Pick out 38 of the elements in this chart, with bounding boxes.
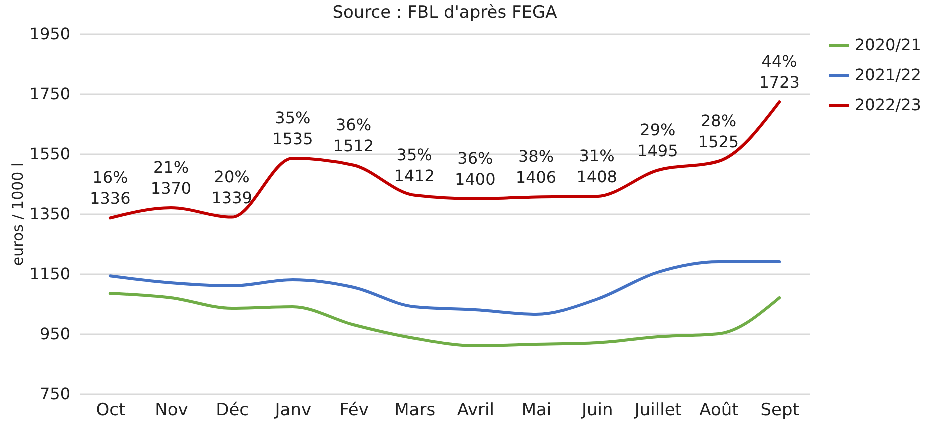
x-tick-label: Déc	[216, 400, 250, 420]
x-tick-label: Mars	[394, 400, 436, 420]
x-tick-label: Janv	[274, 400, 312, 420]
y-tick-label: 750	[40, 384, 70, 404]
line-series	[108, 292, 782, 348]
data-label: 36% 1512	[333, 115, 374, 156]
data-label: 36% 1400	[455, 149, 496, 189]
data-label: 29% 1495	[638, 120, 678, 160]
legend-label: 2020/21	[855, 36, 922, 54]
data-label: 20% 1339	[212, 167, 252, 208]
x-tick-label: Sept	[760, 400, 800, 420]
x-tick-label: Avril	[457, 400, 494, 420]
data-label: 21% 1370	[150, 158, 192, 198]
chart-title: Source : FBL d'après FEGA	[332, 3, 558, 23]
data-label: 35% 1412	[394, 145, 435, 186]
y-tick-label: 950	[40, 324, 70, 344]
x-tick-label: Août	[700, 400, 740, 420]
y-tick-label: 1550	[30, 144, 70, 164]
y-axis-title: euros / 1000 l	[8, 162, 27, 266]
x-tick-label: Nov	[155, 400, 188, 420]
x-tick-label: Oct	[96, 400, 126, 420]
data-label: 38% 1406	[516, 147, 557, 188]
data-label: 35% 1535	[272, 108, 314, 148]
x-tick-label: Juin	[580, 400, 614, 420]
x-tick-label: Juillet	[634, 400, 682, 420]
x-tick-label: Fév	[340, 400, 369, 420]
y-tick-label: 1350	[30, 204, 70, 224]
x-tick-label: Mai	[522, 400, 552, 420]
data-label: 31% 1408	[576, 146, 618, 187]
legend-label: 2022/23	[855, 96, 922, 114]
data-label: 44% 1723	[759, 52, 800, 92]
y-tick-label: 1750	[30, 84, 70, 104]
line-series	[108, 260, 782, 316]
y-tick-label: 1150	[30, 264, 70, 284]
y-tick-label: 1950	[30, 24, 70, 44]
data-label: 28% 1525	[698, 112, 740, 152]
legend-label: 2021/22	[855, 66, 922, 84]
data-label: 16% 1336	[90, 168, 131, 208]
